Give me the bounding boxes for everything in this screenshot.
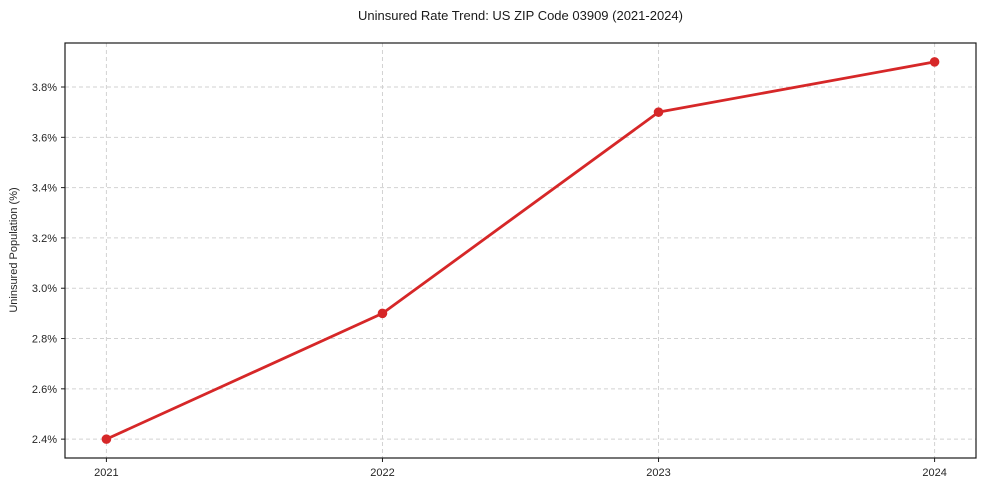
data-point (101, 434, 112, 444)
y-tick-label: 3.6% (32, 132, 57, 144)
y-tick-label: 2.6% (32, 384, 57, 396)
x-tick-label: 2022 (370, 467, 394, 479)
data-point (929, 57, 940, 67)
y-tick-label: 3.0% (32, 283, 57, 295)
y-tick-label: 2.4% (32, 434, 57, 446)
y-tick-label: 2.8% (32, 334, 57, 346)
y-tick-label: 3.8% (32, 82, 57, 94)
x-tick-label: 2021 (94, 467, 118, 479)
y-tick-label: 3.4% (32, 183, 57, 195)
data-point (653, 107, 664, 117)
trend-line (105, 60, 936, 441)
chart-title: Uninsured Rate Trend: US ZIP Code 03909 … (358, 8, 683, 23)
x-tick-label: 2024 (922, 467, 946, 479)
plot-border (64, 42, 977, 459)
data-point (377, 308, 388, 319)
y-tick-label: 3.2% (32, 233, 57, 245)
x-tick-label: 2023 (646, 467, 670, 479)
